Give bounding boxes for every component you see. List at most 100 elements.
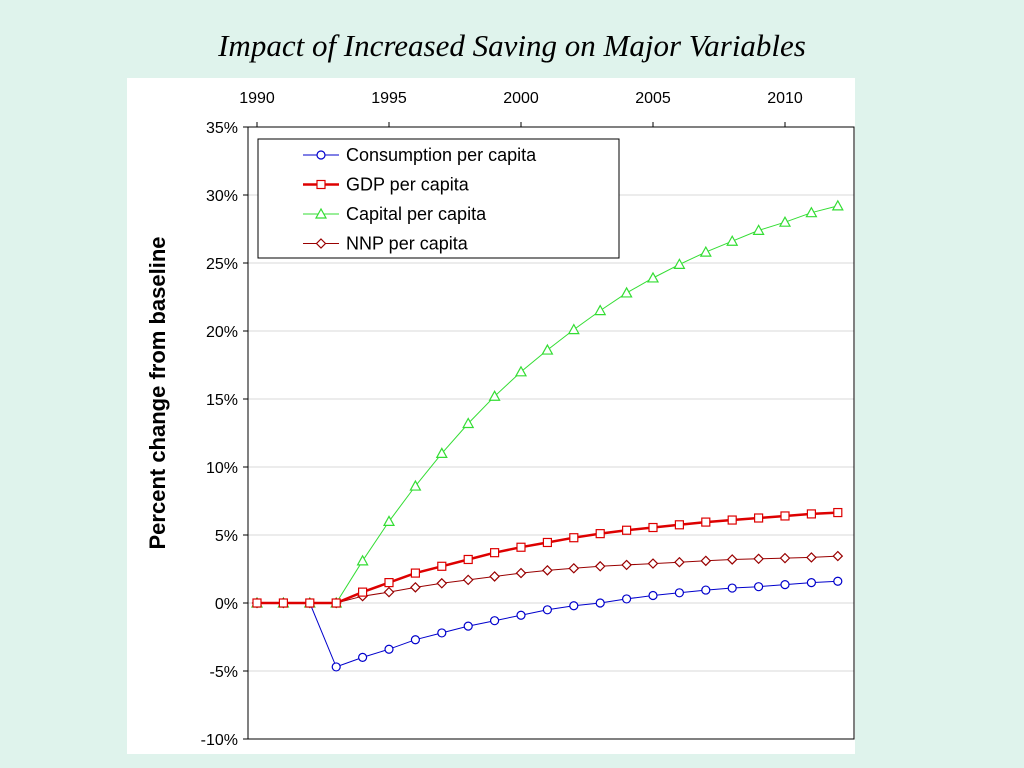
data-point bbox=[726, 235, 739, 246]
data-point bbox=[541, 343, 554, 355]
data-point bbox=[382, 515, 396, 526]
data-point bbox=[278, 598, 288, 608]
series-line bbox=[257, 580, 838, 668]
data-point bbox=[252, 598, 262, 608]
data-point bbox=[516, 542, 526, 552]
legend: Consumption per capita GDP per capita Capi… bbox=[257, 138, 620, 259]
data-point bbox=[780, 511, 790, 521]
data-point bbox=[462, 417, 475, 429]
legend-marker bbox=[316, 179, 326, 190]
data-point bbox=[753, 582, 764, 592]
data-point bbox=[620, 286, 633, 298]
data-point bbox=[463, 621, 473, 631]
data-point bbox=[436, 577, 448, 589]
data-point bbox=[463, 554, 473, 565]
data-point bbox=[831, 199, 844, 211]
data-point bbox=[384, 644, 394, 654]
data-point bbox=[542, 537, 552, 548]
data-point bbox=[806, 509, 817, 519]
axes: -10% -5% 0% 5% 10% 15% 20% 25% 30% 35%1990 1995 200… bbox=[201, 90, 803, 749]
data-point bbox=[753, 553, 764, 565]
data-point bbox=[674, 588, 685, 598]
data-point bbox=[594, 560, 606, 572]
data-point bbox=[727, 583, 737, 593]
y-tick-label: 15% bbox=[206, 392, 238, 409]
data-point bbox=[410, 568, 420, 578]
y-tick-label: 35% bbox=[206, 120, 238, 137]
data-point bbox=[780, 580, 790, 590]
data-point bbox=[701, 585, 711, 595]
data-point bbox=[701, 517, 711, 527]
data-point bbox=[462, 574, 474, 586]
data-point bbox=[569, 533, 579, 543]
data-point bbox=[806, 578, 817, 588]
data-point bbox=[410, 635, 420, 645]
legend-marker bbox=[316, 150, 326, 160]
data-point bbox=[488, 390, 501, 401]
y-tick-label: -5% bbox=[210, 664, 238, 681]
data-point bbox=[595, 598, 605, 608]
legend-entry: NNP per capita bbox=[303, 234, 469, 254]
data-point bbox=[410, 582, 421, 593]
data-point bbox=[622, 525, 632, 535]
data-point bbox=[752, 224, 765, 235]
data-point bbox=[542, 565, 553, 576]
data-point bbox=[542, 605, 552, 615]
data-point bbox=[437, 628, 447, 638]
data-point bbox=[568, 562, 580, 574]
data-point bbox=[753, 513, 764, 523]
data-point bbox=[779, 552, 791, 564]
data-point bbox=[358, 652, 368, 663]
x-tick-label: 1990 bbox=[239, 90, 275, 107]
data-point bbox=[674, 556, 685, 568]
y-tick-label: 30% bbox=[206, 188, 238, 205]
data-point bbox=[806, 552, 817, 563]
data-point bbox=[594, 304, 607, 316]
legend-label: GDP per capita bbox=[346, 175, 470, 195]
data-point bbox=[833, 507, 843, 518]
data-point bbox=[595, 529, 605, 539]
x-tick-label: 2000 bbox=[503, 90, 539, 107]
data-point bbox=[437, 561, 447, 571]
plot-frame bbox=[247, 126, 855, 740]
data-point bbox=[384, 578, 394, 588]
data-point bbox=[700, 555, 712, 567]
chart-panel: -10% -5% 0% 5% 10% 15% 20% 25% 30% 35% 1990 1995 200… bbox=[127, 78, 855, 754]
data-point bbox=[648, 522, 658, 533]
data-point bbox=[489, 571, 500, 582]
y-axis-label: Percent change from baseline bbox=[145, 237, 170, 550]
data-point bbox=[674, 520, 685, 530]
data-point bbox=[778, 215, 792, 227]
y-tick-label: 10% bbox=[206, 460, 238, 477]
legend-marker bbox=[314, 207, 328, 219]
data-point bbox=[516, 610, 526, 620]
data-point bbox=[726, 554, 738, 565]
data-point bbox=[331, 598, 341, 608]
data-point bbox=[409, 479, 422, 491]
data-point bbox=[383, 586, 395, 598]
data-point bbox=[647, 558, 659, 569]
series-line bbox=[257, 555, 838, 604]
data-point bbox=[673, 258, 686, 269]
slide-title: Impact of Increased Saving on Major Vari… bbox=[218, 28, 806, 63]
legend-label: Capital per capita bbox=[346, 204, 487, 224]
data-point bbox=[514, 365, 528, 377]
data-point bbox=[621, 559, 632, 571]
x-tick-label: 2005 bbox=[635, 90, 671, 107]
data-point bbox=[356, 554, 369, 566]
data-point bbox=[515, 567, 527, 579]
data-point bbox=[490, 616, 500, 626]
legend-box bbox=[257, 138, 620, 259]
data-point bbox=[646, 271, 660, 283]
line-chart: -10% -5% 0% 5% 10% 15% 20% 25% 30% 35%1990 1995 200… bbox=[145, 90, 855, 749]
series-consumption-per-capita bbox=[252, 576, 843, 672]
legend-entry: Capital per capita bbox=[303, 204, 487, 224]
y-tick-label: 25% bbox=[206, 256, 238, 273]
data-point bbox=[331, 662, 341, 672]
data-point bbox=[832, 550, 844, 562]
data-point bbox=[569, 601, 579, 611]
x-tick-label: 1995 bbox=[371, 90, 407, 107]
data-point bbox=[727, 515, 737, 525]
legend-label: Consumption per capita bbox=[346, 145, 537, 165]
series-nnp-per-capita bbox=[251, 550, 844, 609]
